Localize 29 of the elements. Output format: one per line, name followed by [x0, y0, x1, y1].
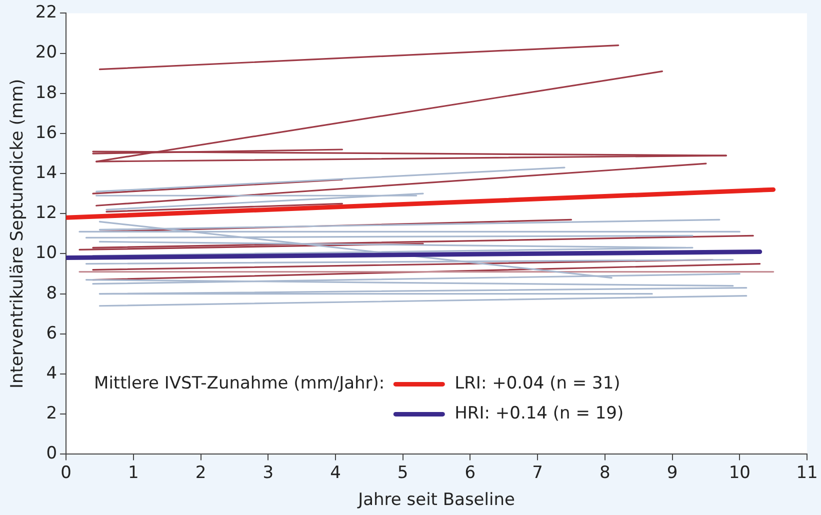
y-tick-label: 16 [35, 122, 58, 143]
y-tick-label: 6 [46, 323, 58, 344]
y-tick-label: 10 [35, 243, 58, 264]
legend-label: LRI: +0.04 (n = 31) [454, 374, 620, 394]
x-tick-label: 2 [195, 462, 206, 483]
x-tick-label: 8 [600, 462, 610, 483]
y-tick-label: 12 [35, 203, 58, 224]
legend-title: Mittlere IVST-Zunahme (mm/Jahr): [94, 374, 385, 394]
x-tick-label: 10 [728, 462, 750, 483]
y-tick-label: 2 [46, 404, 58, 424]
x-tick-label: 11 [796, 462, 818, 483]
x-tick-label: 3 [262, 462, 274, 483]
x-tick-label: 1 [128, 462, 139, 483]
y-tick-label: 14 [35, 162, 58, 183]
x-tick-label: 7 [532, 462, 543, 483]
x-tick-label: 4 [330, 462, 341, 483]
y-axis-title: Interventrikuläre Septumdicke (mm) [8, 78, 28, 389]
y-tick-label: 18 [35, 82, 58, 103]
y-tick-label: 20 [35, 42, 58, 63]
y-tick-label: 0 [46, 444, 58, 464]
x-tick-label: 9 [666, 462, 678, 483]
y-tick-label: 22 [35, 2, 58, 23]
y-tick-label: 8 [46, 283, 58, 304]
y-tick-label: 4 [46, 363, 58, 384]
x-tick-label: 6 [464, 462, 476, 483]
x-tick-label: 0 [60, 462, 72, 483]
legend-label: HRI: +0.14 (n = 19) [454, 404, 624, 424]
x-tick-label: 5 [397, 462, 408, 483]
x-axis-title: Jahre seit Baseline [357, 490, 515, 510]
